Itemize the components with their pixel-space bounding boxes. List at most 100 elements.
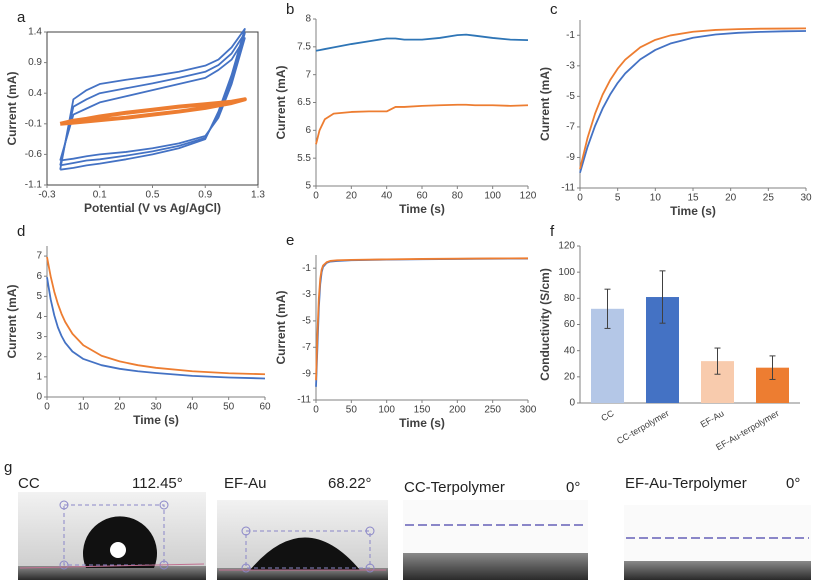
y-tick-label: 5 [305,181,311,192]
y-tick-label: -0.1 [25,118,43,129]
y-tick-label: -7 [566,122,575,133]
x-tick-label: 20 [346,191,358,202]
photo-ef-au-terpolymer [624,505,811,580]
x-tick-label: CC-terpolymer [615,408,671,446]
y-tick-label: -1 [566,30,575,41]
y-tick-label: 3 [36,331,42,342]
y-tick-label: 100 [558,267,575,278]
panel-label: g [4,459,12,476]
photo-ef-au [217,500,388,580]
x-tick-label: 0.1 [93,190,107,201]
series-line [315,33,529,52]
x-tick-label: -0.3 [38,190,56,201]
y-tick-label: 2 [36,351,42,362]
series-line [46,277,266,380]
x-axis-label: Time (s) [399,202,445,216]
y-tick-label: -9 [566,152,575,163]
y-tick-label: -11 [297,395,311,406]
x-tick-label: 10 [650,193,662,204]
x-axis-label: Time (s) [399,416,445,430]
x-axis-label: Potential (V vs Ag/AgCl) [84,201,221,215]
x-tick-label: 5 [615,193,621,204]
photo-label: EF-Au [224,475,267,492]
x-tick-label: 0 [577,193,583,204]
series-line [59,28,246,171]
contact-angle: 0° [786,475,800,492]
series-line [59,97,247,126]
y-tick-label: 4 [36,311,42,322]
panel-label: a [17,9,26,26]
y-tick-label: 60 [564,319,576,330]
series-line [59,37,246,162]
y-tick-label: -1 [302,263,311,274]
x-tick-label: 60 [259,402,271,413]
x-tick-label: 150 [414,405,431,416]
y-tick-label: -5 [566,91,575,102]
series-line [579,30,807,173]
x-tick-label: 200 [449,405,466,416]
panel-label: f [550,223,555,240]
x-tick-label: 120 [520,191,537,202]
series-line [579,27,807,170]
x-tick-label: 60 [416,191,428,202]
y-tick-label: 8 [305,14,311,25]
photo-label: CC-Terpolymer [404,479,505,496]
y-tick-label: -3 [302,289,311,300]
y-tick-label: 0.4 [28,88,42,99]
x-tick-label: 10 [78,402,90,413]
series-line [46,256,266,376]
x-tick-label: 0 [313,405,319,416]
photo-cc [18,492,206,580]
y-tick-label: 5 [36,291,42,302]
y-tick-label: 0.9 [28,57,42,68]
x-tick-label: 15 [687,193,699,204]
x-tick-label: 0.9 [198,190,212,201]
panel-label: e [286,232,294,249]
y-tick-label: -5 [302,316,311,327]
y-tick-label: 80 [564,293,576,304]
photo-label: EF-Au-Terpolymer [625,475,747,492]
x-tick-label: 50 [223,402,235,413]
x-axis-label: Time (s) [670,204,716,218]
x-tick-label: EF-Au [699,408,726,429]
x-tick-label: 40 [381,191,393,202]
y-tick-label: 7.5 [297,41,311,52]
y-tick-label: 7 [305,69,311,80]
x-tick-label: 0 [313,191,319,202]
y-tick-label: 20 [564,371,576,382]
y-tick-label: 6 [36,271,42,282]
series-line [315,103,529,145]
y-axis-label: Current (mA) [274,65,288,139]
y-tick-label: -7 [302,342,311,353]
y-tick-label: 40 [564,345,576,356]
y-tick-label: 7 [36,251,42,262]
y-axis-label: Current (mA) [274,290,288,364]
x-tick-label: 100 [484,191,501,202]
series-line [315,257,529,387]
contact-angle: 112.45° [132,475,183,492]
y-tick-label: -3 [566,60,575,71]
photo-cc-terpolymer [403,500,588,580]
photo-label: CC [18,475,40,492]
x-tick-label: CC [599,408,616,423]
series-line [315,257,529,381]
x-tick-label: 250 [484,405,501,416]
y-tick-label: 120 [558,241,575,252]
x-tick-label: 0.5 [146,190,160,201]
x-tick-label: 30 [800,193,812,204]
panel-label: c [550,1,558,18]
x-tick-label: 300 [520,405,537,416]
y-tick-label: -11 [561,183,575,194]
x-tick-label: 25 [763,193,775,204]
y-tick-label: 6 [305,125,311,136]
x-tick-label: 20 [114,402,126,413]
panel-label: d [17,223,25,240]
x-tick-label: 0 [44,402,50,413]
y-tick-label: 1.4 [28,27,42,38]
y-axis-label: Current (mA) [5,284,19,358]
x-axis-label: Time (s) [133,413,179,427]
y-axis-label: Conductivity (S/cm) [538,268,552,381]
y-tick-label: 5.5 [297,153,311,164]
y-tick-label: 6.5 [297,97,311,108]
